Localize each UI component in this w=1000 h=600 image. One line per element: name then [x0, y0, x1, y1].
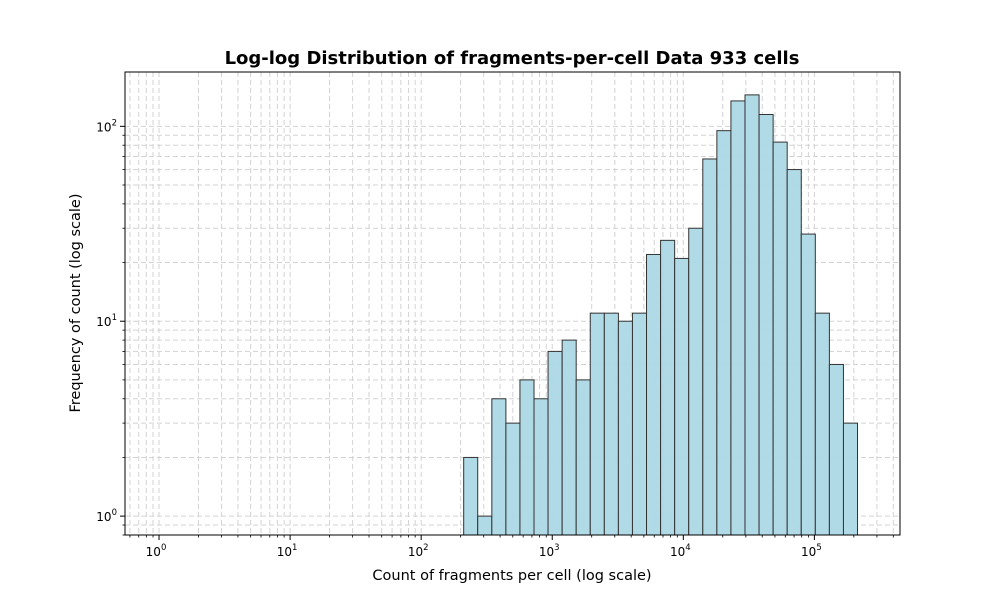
histogram-bar	[463, 456, 479, 536]
histogram-bar	[589, 312, 605, 536]
histogram-bar	[533, 398, 549, 536]
x-tick-label: 103	[539, 543, 560, 559]
chart-title: Log-log Distribution of fragments-per-ce…	[225, 48, 800, 69]
histogram-bar	[547, 350, 563, 536]
x-axis-label: Count of fragments per cell (log scale)	[372, 568, 651, 584]
y-tick-label: 101	[96, 313, 117, 329]
histogram-bar	[561, 339, 577, 536]
x-tick-label: 100	[146, 543, 167, 559]
histogram-bar	[842, 422, 859, 536]
histogram-bar	[646, 253, 662, 536]
y-axis-label: Frequency of count (log scale)	[68, 193, 84, 412]
histogram-bar	[730, 100, 746, 536]
histogram-bar	[575, 379, 591, 536]
histogram-bar	[519, 379, 535, 536]
histogram-bar	[716, 130, 732, 536]
x-tick-label: 105	[801, 543, 822, 559]
x-tick-label: 104	[670, 543, 691, 559]
histogram-bar	[631, 312, 648, 536]
y-tick-label: 100	[96, 508, 117, 524]
ticks-layer: 100 101 102 103 104 105 100 101 102	[96, 118, 894, 559]
histogram-bar	[491, 398, 507, 536]
histogram-bar	[660, 239, 676, 536]
histogram-bar	[674, 257, 690, 536]
histogram-bar	[758, 113, 774, 536]
histogram-bar	[603, 312, 619, 536]
y-tick-label: 102	[96, 118, 117, 134]
histogram-bar	[688, 227, 704, 536]
bars-layer	[463, 94, 859, 536]
histogram-bar	[617, 320, 633, 536]
histogram-bar	[505, 422, 521, 536]
histogram-bar	[772, 141, 788, 536]
x-tick-label: 102	[408, 543, 429, 559]
histogram-bar	[786, 169, 802, 536]
histogram-bar	[814, 312, 830, 536]
x-tick-label: 101	[277, 543, 298, 559]
histogram-bar	[477, 515, 493, 536]
histogram-bar	[702, 158, 718, 536]
histogram-bar	[828, 363, 844, 536]
histogram-bar	[800, 233, 816, 536]
histogram-bar	[744, 94, 760, 536]
